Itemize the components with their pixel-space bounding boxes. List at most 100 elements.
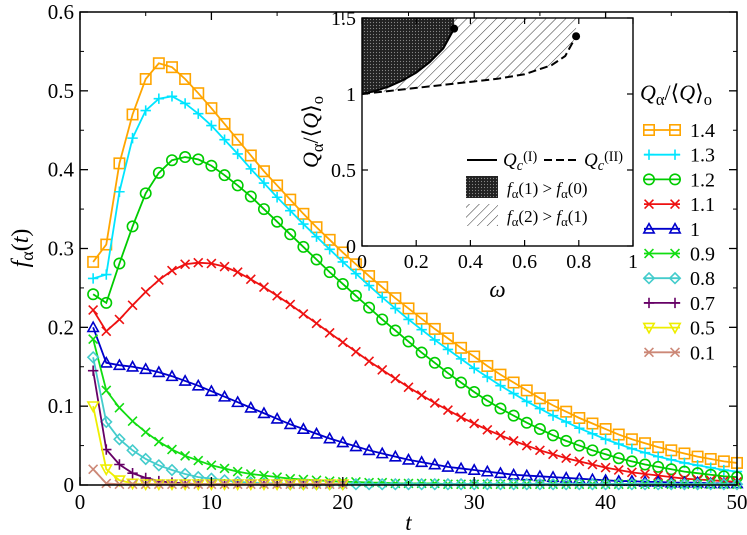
- data-point: [153, 93, 165, 104]
- data-point: [547, 429, 560, 442]
- data-point: [600, 462, 611, 473]
- data-point: [258, 470, 269, 481]
- inset-legend: Qc(I) Qc(II) fα(1) > fα(0) fα(2) > fα(1): [466, 149, 623, 229]
- region-dense: [362, 18, 455, 94]
- y-tick-label: 0.5: [48, 79, 74, 103]
- data-point: [193, 479, 204, 490]
- data-point: [126, 359, 140, 372]
- data-point: [468, 385, 481, 398]
- data-point: [599, 477, 612, 491]
- data-point: [428, 356, 441, 369]
- data-point: [456, 412, 467, 423]
- data-point: [337, 256, 348, 268]
- data-point: [284, 193, 297, 206]
- data-point: [494, 368, 507, 381]
- data-point: [153, 275, 164, 286]
- inset-legend-label-dense: fα(1) > fα(0): [507, 179, 588, 201]
- data-point: [415, 312, 428, 325]
- data-point: [296, 422, 310, 434]
- data-point: [324, 327, 335, 338]
- legend-entry: 0.9: [644, 244, 715, 266]
- series-line: [92, 261, 738, 483]
- y-tick-label: 0.3: [48, 237, 74, 261]
- data-point: [521, 396, 532, 407]
- data-point: [191, 378, 205, 391]
- data-point: [363, 280, 375, 291]
- data-point: [101, 478, 112, 489]
- data-point: [127, 467, 138, 479]
- legend-entry: 0.1: [644, 342, 715, 364]
- data-point: [377, 292, 388, 303]
- data-point: [546, 470, 560, 483]
- data-point: [493, 466, 508, 479]
- inset-y-tick-label: 0.5: [331, 160, 356, 182]
- data-point: [218, 117, 231, 130]
- data-point: [402, 335, 415, 348]
- x-tick-label: 30: [464, 490, 485, 514]
- data-point: [193, 257, 204, 268]
- data-point: [152, 166, 165, 179]
- data-point: [520, 477, 534, 491]
- data-point: [166, 444, 177, 455]
- data-point: [428, 322, 441, 335]
- legend-marker: [642, 173, 655, 186]
- legend-label: 1.4: [690, 120, 715, 142]
- data-point: [99, 464, 113, 477]
- data-point: [377, 364, 388, 375]
- data-point: [403, 382, 414, 393]
- legend-marker: [668, 173, 681, 186]
- legend-marker: [642, 271, 656, 285]
- data-point: [101, 385, 112, 396]
- data-point: [467, 463, 481, 475]
- data-point: [140, 286, 151, 297]
- data-point: [639, 458, 652, 471]
- data-point: [507, 376, 520, 389]
- endpoint-dot: [450, 24, 459, 33]
- data-point: [375, 446, 389, 459]
- data-point: [231, 179, 244, 192]
- data-point: [416, 390, 427, 401]
- data-point: [180, 259, 191, 270]
- series-line: [92, 468, 343, 486]
- data-point: [140, 427, 151, 438]
- data-point: [480, 464, 494, 477]
- data-point: [508, 388, 519, 399]
- data-point: [639, 447, 651, 458]
- data-point: [599, 448, 612, 461]
- data-point: [336, 435, 350, 448]
- data-point: [298, 218, 309, 230]
- data-point: [112, 358, 126, 371]
- data-point: [180, 479, 191, 490]
- legend-marker: [670, 199, 680, 210]
- inset-y-tick-label: 0: [346, 236, 356, 258]
- data-point: [441, 460, 455, 472]
- data-point: [600, 434, 611, 445]
- data-point: [245, 468, 256, 479]
- data-point: [350, 346, 361, 357]
- data-point: [415, 455, 429, 468]
- inset-y-tick-label: 1.5: [331, 8, 356, 30]
- data-point: [664, 477, 678, 491]
- data-point: [88, 464, 99, 475]
- legend-marker: [668, 124, 681, 137]
- data-point: [574, 423, 585, 434]
- legend-marker: [643, 297, 655, 309]
- series-line: [92, 357, 737, 486]
- data-point: [717, 476, 731, 489]
- data-point: [152, 57, 165, 70]
- series-0_9: [88, 334, 742, 490]
- data-point: [717, 477, 731, 491]
- y-tick-label: 0.2: [48, 315, 74, 339]
- data-point: [258, 282, 269, 293]
- x-tick-label: 0: [75, 490, 86, 514]
- data-point: [178, 374, 192, 386]
- data-point: [613, 438, 624, 450]
- data-point: [219, 134, 230, 145]
- inset-x-tick-label: 0: [357, 251, 367, 273]
- data-point: [245, 274, 256, 285]
- data-point: [127, 416, 138, 427]
- data-point: [402, 302, 415, 315]
- data-point: [495, 380, 506, 391]
- inset-x-tick-label: 1: [628, 251, 638, 273]
- data-point: [88, 334, 99, 345]
